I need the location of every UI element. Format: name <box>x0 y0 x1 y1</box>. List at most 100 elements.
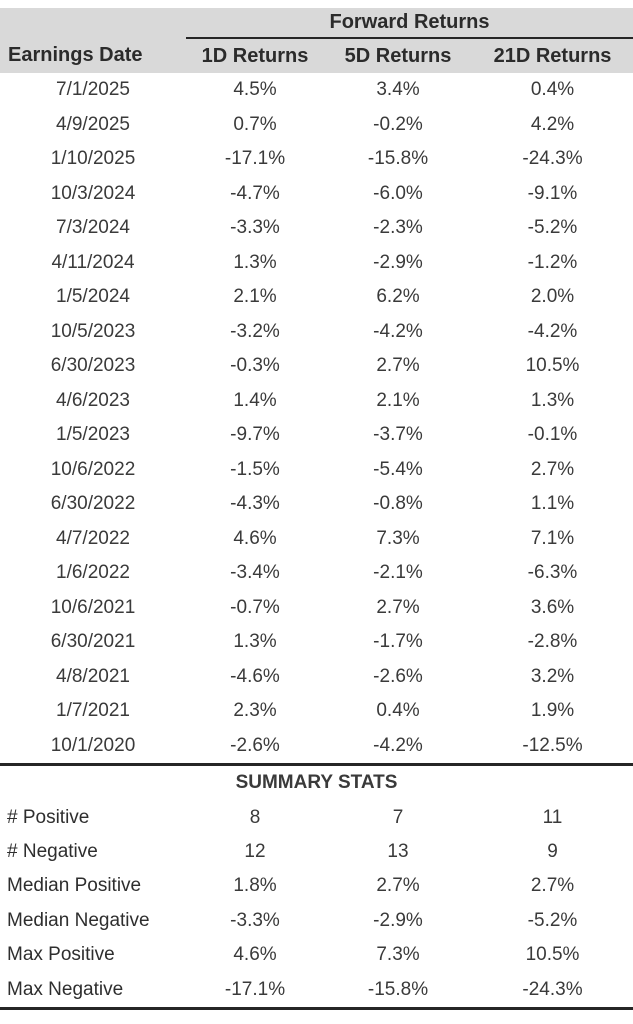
summary-row: Median Positive 1.8% 2.7% 2.7% <box>0 869 633 903</box>
table-row: 4/9/2025 0.7% -0.2% 4.2% <box>0 108 633 143</box>
return-5d: -2.6% <box>373 665 423 687</box>
summary-row: Max Negative -17.1% -15.8% -24.3% <box>0 972 633 1010</box>
table-row: 10/1/2020 -2.6% -4.2% -12.5% <box>0 729 633 765</box>
earnings-date-link[interactable]: 6/30/2022 <box>50 493 136 515</box>
earnings-date-link[interactable]: 1/7/2021 <box>56 700 130 722</box>
return-5d: 3.4% <box>376 79 420 101</box>
return-1d: -4.7% <box>230 182 280 204</box>
stat-21d: 2.7% <box>530 875 575 897</box>
return-5d: -0.2% <box>373 113 423 135</box>
earnings-date-link[interactable]: 1/5/2024 <box>56 286 130 308</box>
return-21d: -24.3% <box>522 148 583 170</box>
stat-21d: -5.2% <box>527 909 578 931</box>
return-21d: -6.3% <box>527 562 578 584</box>
return-5d: -1.7% <box>373 631 423 653</box>
return-5d: -2.9% <box>373 251 423 273</box>
stat-1d: 1.8% <box>233 875 277 897</box>
stat-1d: -3.3% <box>230 909 280 931</box>
table-row: 1/7/2021 2.3% 0.4% 1.9% <box>0 694 633 729</box>
stat-label: Max Negative <box>0 972 186 1010</box>
earnings-date-link[interactable]: 10/6/2021 <box>50 596 136 618</box>
return-21d: -5.2% <box>527 217 578 239</box>
return-21d: 2.7% <box>530 458 575 480</box>
earnings-date-link[interactable]: 4/8/2021 <box>56 665 130 687</box>
earnings-date-link[interactable]: 4/9/2025 <box>56 113 130 135</box>
return-21d: 10.5% <box>525 355 580 377</box>
stat-1d: 4.6% <box>233 944 277 966</box>
spanner-header-row: Forward Returns <box>0 8 633 39</box>
return-21d: 1.9% <box>530 700 575 722</box>
summary-row: # Negative 12 13 9 <box>0 835 633 869</box>
earnings-date-link[interactable]: 7/1/2025 <box>56 79 130 101</box>
forward-returns-title: Forward Returns <box>186 8 633 39</box>
return-1d: 0.7% <box>233 113 277 135</box>
earnings-date-link[interactable]: 4/11/2024 <box>51 251 135 273</box>
stat-5d: 2.7% <box>376 875 420 897</box>
summary-row: Max Positive 4.6% 7.3% 10.5% <box>0 938 633 972</box>
stat-label: # Positive <box>7 806 90 828</box>
return-21d: -0.1% <box>527 424 578 446</box>
return-5d: 2.7% <box>376 596 420 618</box>
earnings-date-link[interactable]: 6/30/2023 <box>50 355 136 377</box>
stat-5d: -2.9% <box>373 909 423 931</box>
return-21d: 2.0% <box>530 286 575 308</box>
return-5d: -2.3% <box>373 217 423 239</box>
return-1d: 2.1% <box>233 286 277 308</box>
forward-returns-table: Forward Returns Earnings Date 1D Returns… <box>0 8 633 1010</box>
return-1d: -0.3% <box>230 355 280 377</box>
return-5d: -3.7% <box>373 424 423 446</box>
stat-5d: 7.3% <box>376 944 420 966</box>
summary-row: Median Negative -3.3% -2.9% -5.2% <box>0 904 633 938</box>
return-21d: -9.1% <box>527 182 578 204</box>
return-5d: 2.7% <box>376 355 420 377</box>
return-1d: 1.3% <box>233 631 277 653</box>
earnings-date-link[interactable]: 4/6/2023 <box>56 389 130 411</box>
return-1d: 1.3% <box>233 251 277 273</box>
table-row: 1/5/2024 2.1% 6.2% 2.0% <box>0 280 633 315</box>
return-5d: 2.1% <box>376 389 420 411</box>
table-row: 10/3/2024 -4.7% -6.0% -9.1% <box>0 177 633 212</box>
return-1d: -9.7% <box>230 424 280 446</box>
stat-21d: 11 <box>542 806 563 828</box>
corner-cell <box>0 8 186 38</box>
return-21d: -4.2% <box>527 320 578 342</box>
earnings-date-link[interactable]: 6/30/2021 <box>50 631 136 653</box>
earnings-date-link[interactable]: 1/10/2025 <box>50 148 136 170</box>
return-21d: -1.2% <box>527 251 578 273</box>
return-21d: 0.4% <box>530 79 575 101</box>
table-row: 6/30/2021 1.3% -1.7% -2.8% <box>0 625 633 660</box>
column-header-earnings-date: Earnings Date <box>0 38 186 73</box>
earnings-date-link[interactable]: 10/1/2020 <box>50 734 136 756</box>
table-row: 4/11/2024 1.3% -2.9% -1.2% <box>0 246 633 281</box>
stat-5d: 7 <box>392 806 404 828</box>
earnings-date-link[interactable]: 10/5/2023 <box>50 320 136 342</box>
return-21d: 3.2% <box>530 665 575 687</box>
stat-5d: 13 <box>387 840 409 862</box>
table-row: 4/7/2022 4.6% 7.3% 7.1% <box>0 522 633 557</box>
return-21d: 1.1% <box>530 493 575 515</box>
earnings-date-link[interactable]: 1/5/2023 <box>56 424 130 446</box>
earnings-date-link[interactable]: 7/3/2024 <box>56 217 130 239</box>
return-5d: 0.4% <box>376 700 420 722</box>
table-row: 10/6/2021 -0.7% 2.7% 3.6% <box>0 591 633 626</box>
earnings-date-link[interactable]: 10/6/2022 <box>50 458 136 480</box>
return-1d: 1.4% <box>233 389 277 411</box>
stat-label: # Negative <box>7 840 98 862</box>
column-header-5d-returns: 5D Returns <box>324 38 472 73</box>
earnings-date-link[interactable]: 1/6/2022 <box>56 562 130 584</box>
return-1d: -3.2% <box>230 320 280 342</box>
return-1d: -3.4% <box>230 562 280 584</box>
stat-21d: 10.5% <box>525 944 580 966</box>
column-header-row: Earnings Date 1D Returns 5D Returns 21D … <box>0 38 633 73</box>
earnings-date-link[interactable]: 10/3/2024 <box>50 182 136 204</box>
earnings-date-link[interactable]: 4/7/2022 <box>56 527 130 549</box>
return-21d: 1.3% <box>530 389 575 411</box>
return-5d: -4.2% <box>373 320 423 342</box>
return-21d: 7.1% <box>530 527 575 549</box>
stat-1d: 8 <box>249 806 261 828</box>
table-row: 1/10/2025 -17.1% -15.8% -24.3% <box>0 142 633 177</box>
return-21d: 3.6% <box>530 596 575 618</box>
return-21d: -12.5% <box>522 734 583 756</box>
return-1d: 4.5% <box>233 79 277 101</box>
stat-5d: -15.8% <box>324 972 472 1010</box>
